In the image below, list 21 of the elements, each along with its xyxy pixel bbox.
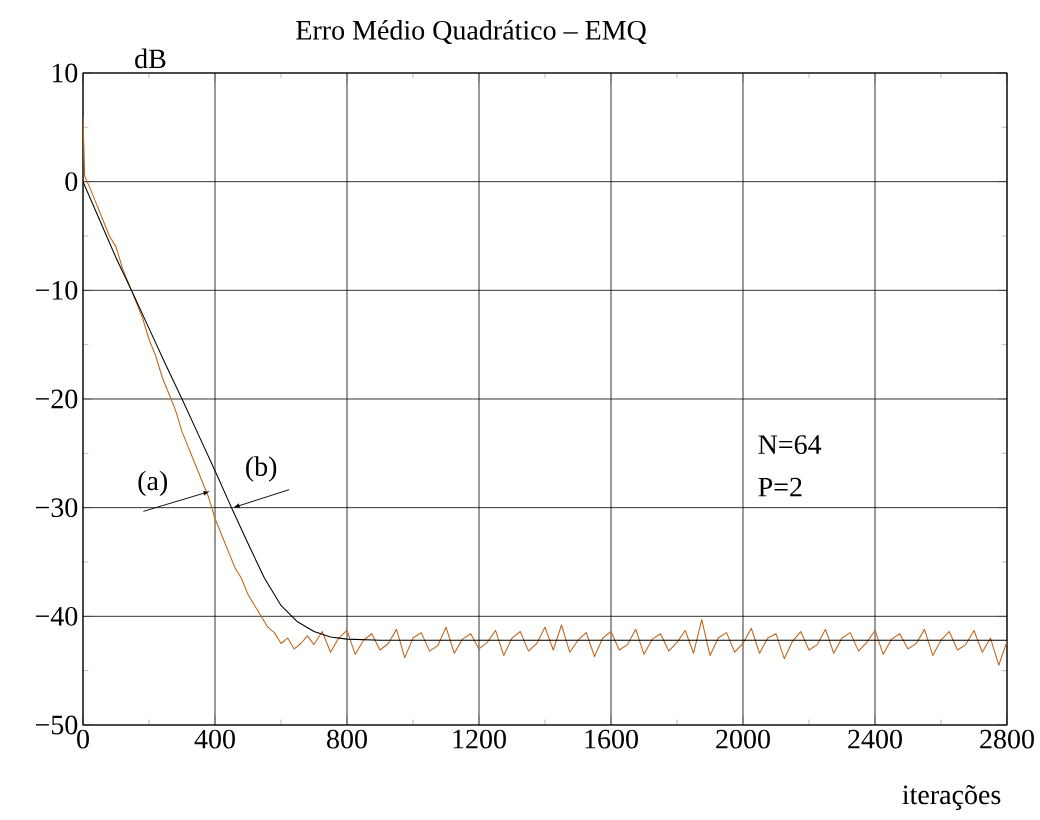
x-tick-label: 800 xyxy=(327,729,367,749)
annotation: (b) xyxy=(246,456,277,482)
y-tick-label: −10 xyxy=(35,280,78,300)
x-tick-label: 2000 xyxy=(716,729,770,749)
y-tick-label: −20 xyxy=(35,389,78,409)
annotation: N=64 xyxy=(758,435,822,455)
y-tick-label: 0 xyxy=(65,172,78,192)
x-tick-label: 1600 xyxy=(585,729,638,749)
x-tick-label: 1200 xyxy=(453,729,506,749)
y-tick-label: −30 xyxy=(35,498,78,518)
x-tick-label: 2800 xyxy=(980,729,1034,749)
y-tick-label: −50 xyxy=(35,715,78,735)
x-tick-label: 400 xyxy=(194,729,235,749)
y-axis-title: dB xyxy=(135,48,166,69)
y-tick-label: −40 xyxy=(35,606,78,626)
chart-title: Erro Médio Quadrático – EMQ xyxy=(296,19,647,44)
y-tick-label: 10 xyxy=(52,63,78,83)
annotation: P=2 xyxy=(758,477,802,497)
x-tick-label: 2400 xyxy=(848,729,902,749)
x-axis-title: iterações xyxy=(902,785,1001,810)
annotation: (a) xyxy=(138,470,168,497)
